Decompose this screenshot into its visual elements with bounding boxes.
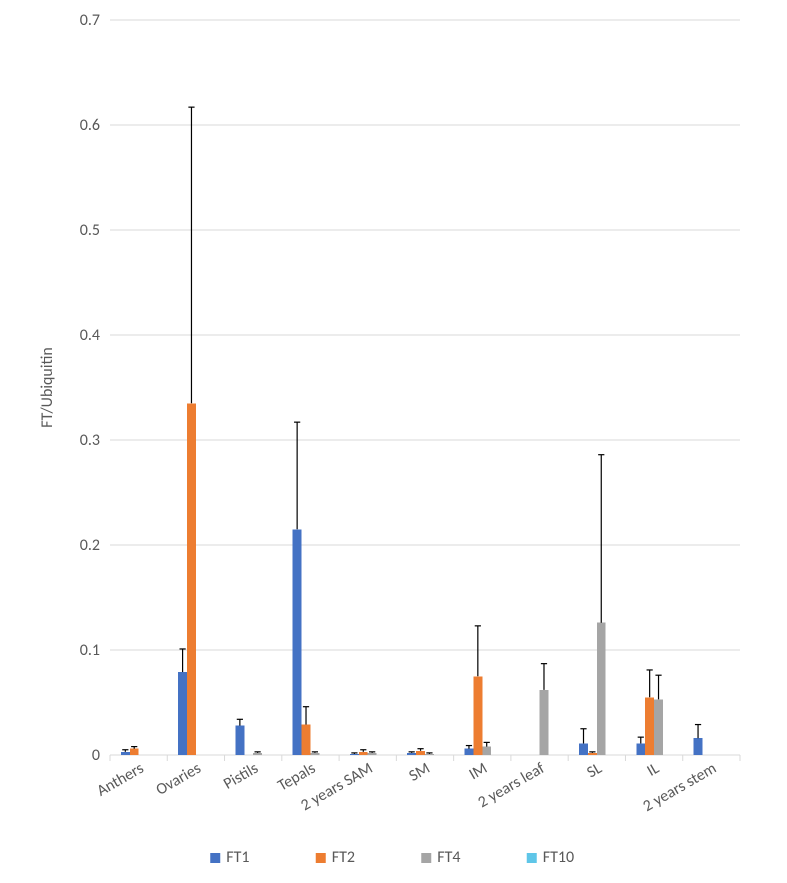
bar-FT1: [694, 738, 703, 755]
y-tick-label: 0.7: [80, 11, 100, 30]
chart-svg: 00.10.20.30.40.50.60.7FT/UbiquitinAnther…: [0, 0, 787, 883]
bar-FT2: [645, 697, 654, 755]
bar-FT1: [636, 743, 645, 755]
bar-FT1: [465, 749, 474, 755]
legend-label-FT2: FT2: [332, 848, 355, 867]
y-tick-label: 0.6: [80, 116, 100, 135]
legend-label-FT1: FT1: [226, 848, 249, 867]
legend-label-FT10: FT10: [543, 848, 574, 867]
bar-FT4: [654, 699, 663, 755]
bar-FT1: [579, 743, 588, 755]
y-tick-label: 0: [92, 746, 100, 765]
bar-FT2: [473, 676, 482, 755]
bar-FT2: [416, 751, 425, 755]
bar-FT1: [350, 754, 359, 755]
bar-FT4: [253, 753, 262, 755]
legend-swatch-FT4: [421, 853, 431, 863]
bar-FT1: [407, 753, 416, 755]
bar-FT1: [121, 752, 130, 755]
bar-FT2: [130, 749, 139, 755]
bar-FT2: [302, 725, 311, 755]
bar-FT4: [310, 753, 319, 755]
y-tick-label: 0.5: [80, 221, 100, 240]
bar-FT1: [178, 672, 187, 755]
bar-FT2: [359, 752, 368, 755]
bar-FT4: [425, 754, 434, 755]
legend-label-FT4: FT4: [437, 848, 460, 867]
y-tick-label: 0.2: [80, 536, 100, 555]
bar-FT4: [482, 747, 491, 755]
legend-swatch-FT10: [527, 853, 537, 863]
y-tick-label: 0.3: [80, 431, 100, 450]
bar-FT4: [540, 690, 549, 755]
bar-FT1: [293, 529, 302, 755]
bar-FT1: [235, 726, 244, 755]
bar-FT2: [187, 403, 196, 755]
bar-FT2: [588, 753, 597, 755]
legend-swatch-FT1: [210, 853, 220, 863]
bar-FT4: [597, 623, 606, 755]
legend-swatch-FT2: [316, 853, 326, 863]
y-tick-label: 0.1: [80, 641, 100, 660]
chart-bg: [0, 0, 787, 883]
y-tick-label: 0.4: [80, 326, 100, 345]
y-axis-label: FT/Ubiquitin: [38, 347, 57, 428]
bar-FT4: [368, 753, 377, 755]
bar-chart: { "chart": { "type": "grouped-bar-with-e…: [0, 0, 787, 883]
